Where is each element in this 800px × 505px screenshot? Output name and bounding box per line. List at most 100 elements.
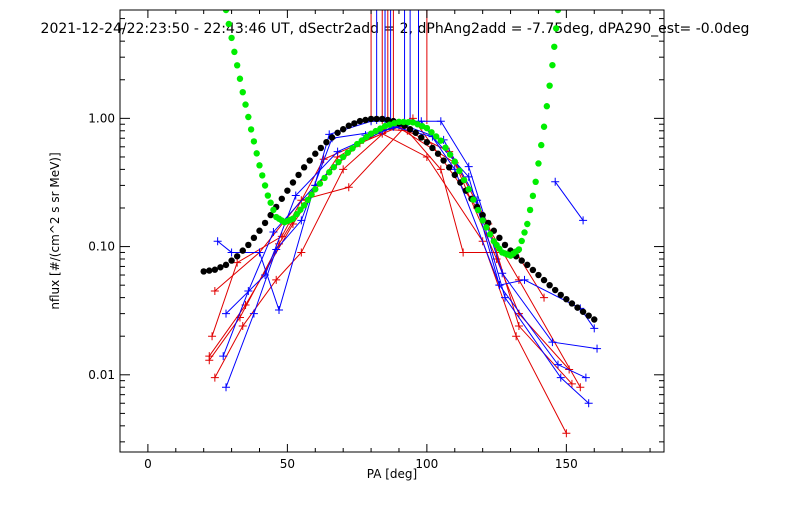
model-green-point	[540, 123, 548, 130]
model-black-point	[496, 234, 503, 242]
series-line-4	[214, 123, 570, 378]
model-green-point	[259, 172, 266, 179]
model-green-point	[304, 196, 312, 204]
model-black-point	[250, 234, 258, 242]
model-green-point	[245, 113, 252, 121]
series-point	[422, 152, 431, 161]
model-black-point	[557, 291, 564, 299]
series-line-9	[225, 126, 595, 329]
model-green-point	[335, 158, 342, 166]
model-black-point	[222, 261, 230, 269]
model-green-point	[442, 144, 449, 151]
x-axis-label: PA [deg]	[367, 467, 417, 481]
model-green-point	[267, 199, 274, 206]
series-point	[514, 322, 523, 331]
series-point	[436, 117, 445, 126]
series-line-10	[554, 181, 584, 221]
model-green-point	[437, 137, 445, 144]
model-black-point	[233, 253, 241, 260]
model-green-point	[297, 206, 304, 213]
model-green-point	[222, 10, 230, 14]
model-black-point	[451, 171, 458, 179]
series-line-6	[217, 120, 598, 350]
model-green-point	[250, 138, 258, 145]
model-black-point	[418, 134, 425, 141]
series-point	[227, 248, 236, 257]
series-point	[567, 379, 576, 388]
x-tick-label: 50	[280, 457, 295, 471]
model-green-point	[465, 186, 472, 193]
model-black-point	[306, 157, 313, 164]
model-green-point	[518, 237, 525, 245]
series-point	[495, 281, 504, 290]
series-point	[520, 275, 529, 284]
model-black-point	[367, 115, 375, 123]
series-point	[219, 352, 228, 361]
series-line-3	[211, 133, 567, 434]
series-line-8	[222, 124, 590, 404]
model-green-point	[460, 176, 468, 184]
model-black-point	[429, 144, 436, 152]
model-black-point	[546, 281, 553, 289]
model-black-point	[552, 286, 559, 294]
model-green-point	[515, 246, 523, 253]
model-black-point	[312, 150, 319, 157]
model-green-point	[247, 126, 255, 133]
model-black-point	[440, 157, 447, 164]
model-green-point	[233, 62, 241, 69]
series-point	[540, 293, 549, 302]
series-point	[512, 332, 521, 341]
model-green-point	[400, 118, 407, 126]
model-black-point	[479, 211, 486, 219]
model-green-point	[270, 206, 277, 214]
model-green-point	[538, 141, 545, 149]
model-green-point	[432, 133, 440, 140]
model-black-point	[317, 144, 325, 152]
model-green-point	[483, 224, 490, 231]
series-line-7	[225, 120, 587, 388]
x-tick-label: 150	[555, 457, 578, 471]
model-green-point	[405, 119, 412, 126]
model-black-point	[574, 304, 581, 311]
series-point	[579, 216, 588, 225]
model-black-point	[356, 117, 364, 125]
model-black-point	[284, 187, 291, 194]
model-black-point	[339, 126, 347, 133]
model-green-point	[236, 75, 244, 82]
series-point	[548, 338, 557, 347]
series-point	[562, 429, 571, 438]
series-point	[249, 309, 258, 318]
model-black-point	[579, 308, 587, 315]
model-black-point	[518, 257, 525, 264]
series-point	[500, 293, 509, 302]
model-black-point	[278, 195, 286, 202]
series-point	[593, 344, 602, 353]
model-green-point	[524, 220, 531, 228]
model-black-point	[501, 241, 509, 249]
series-point	[590, 324, 599, 333]
model-black-point	[211, 266, 219, 273]
model-green-point	[428, 129, 435, 136]
model-black-point	[445, 164, 453, 171]
model-black-point	[423, 138, 431, 146]
series-point	[459, 248, 468, 257]
model-black-point	[206, 267, 213, 274]
model-green-point	[353, 140, 361, 148]
model-green-point	[239, 88, 246, 96]
model-green-point	[264, 192, 272, 199]
model-green-point	[521, 229, 528, 236]
model-black-point	[563, 295, 570, 303]
model-black-point	[256, 227, 263, 234]
model-black-point	[406, 126, 414, 133]
model-green-point	[470, 196, 477, 203]
y-axis-label: nflux [#/(cm^2 s sr MeV)]	[48, 152, 62, 309]
series-line-2	[214, 117, 581, 388]
model-green-point	[526, 206, 534, 214]
y-tick-label: 0.01	[88, 368, 115, 382]
model-black-point	[228, 257, 235, 264]
series-point	[272, 275, 281, 284]
model-green-point	[253, 150, 260, 157]
series-point	[551, 177, 560, 186]
